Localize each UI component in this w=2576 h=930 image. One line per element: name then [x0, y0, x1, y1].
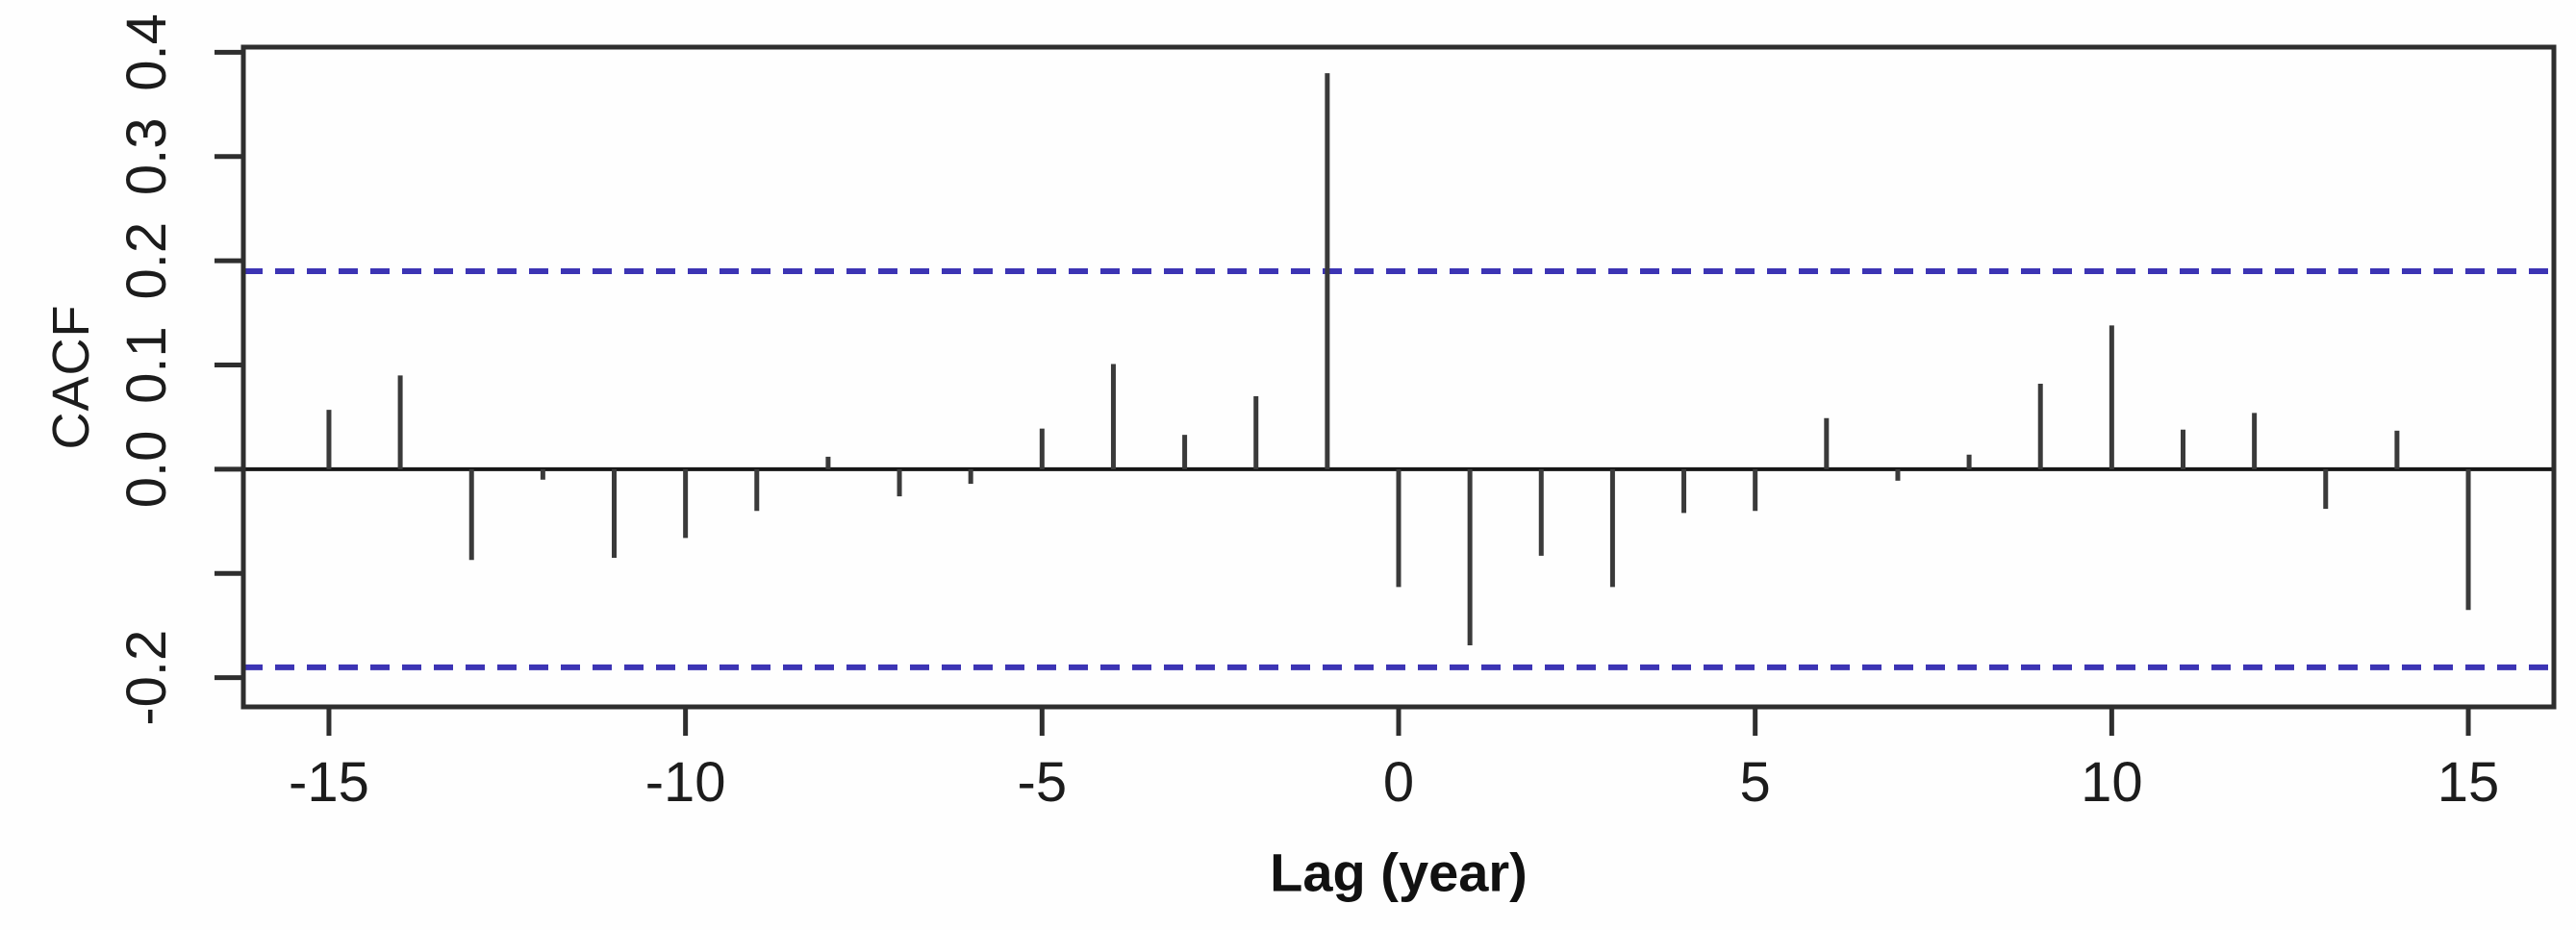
- y-tick-label-0.1: 0.1: [115, 326, 178, 404]
- x-axis-title: Lag (year): [1270, 842, 1528, 903]
- y-tick-label-0.2: 0.2: [115, 222, 178, 300]
- y-tick-label-0.4: 0.4: [115, 13, 178, 91]
- x-tick-label-0: 0: [1383, 751, 1414, 814]
- plot-box: [240, 44, 2557, 710]
- x-tick-label--10: -10: [645, 751, 726, 814]
- y-tick-label--0.2: -0.2: [115, 630, 178, 726]
- y-axis-title: CACF: [42, 304, 100, 450]
- x-tick-label--15: -15: [289, 751, 369, 814]
- y-tick-label-0: 0.0: [115, 431, 178, 509]
- x-tick-label-10: 10: [2081, 751, 2143, 814]
- x-tick-label-15: 15: [2437, 751, 2500, 814]
- x-tick-label-5: 5: [1740, 751, 1771, 814]
- y-tick-label-0.3: 0.3: [115, 117, 178, 195]
- x-tick-label--5: -5: [1018, 751, 1068, 814]
